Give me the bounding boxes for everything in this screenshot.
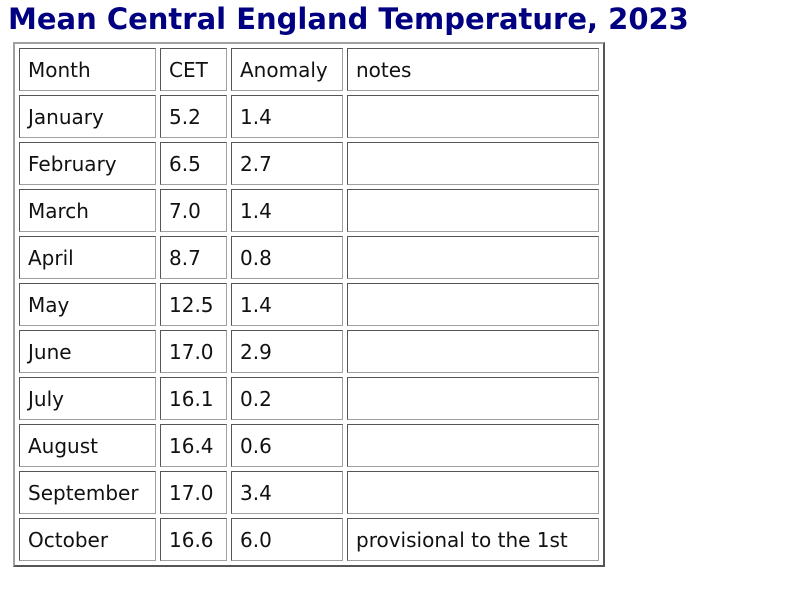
table-cell <box>347 142 599 185</box>
table-row: May 12.5 1.4 <box>19 283 599 326</box>
table-cell <box>347 95 599 138</box>
table-cell: 0.2 <box>231 377 343 420</box>
table-cell <box>347 424 599 467</box>
table-cell <box>347 330 599 373</box>
page-title: Mean Central England Temperature, 2023 <box>8 2 689 36</box>
header-cell: Month <box>19 48 156 91</box>
table-cell: 17.0 <box>160 330 227 373</box>
header-cell: CET <box>160 48 227 91</box>
table-cell: 2.7 <box>231 142 343 185</box>
table-cell: 16.4 <box>160 424 227 467</box>
table-cell: 1.4 <box>231 283 343 326</box>
table-row: March 7.0 1.4 <box>19 189 599 232</box>
table-cell: 5.2 <box>160 95 227 138</box>
table-row: February 6.5 2.7 <box>19 142 599 185</box>
table-cell: January <box>19 95 156 138</box>
table-row: April 8.7 0.8 <box>19 236 599 279</box>
table-row: October 16.6 6.0 provisional to the 1st <box>19 518 599 561</box>
table-cell <box>347 471 599 514</box>
table-cell: 2.9 <box>231 330 343 373</box>
table-cell: 8.7 <box>160 236 227 279</box>
table-cell: 6.5 <box>160 142 227 185</box>
table-row: July 16.1 0.2 <box>19 377 599 420</box>
table-cell: June <box>19 330 156 373</box>
table-cell: 1.4 <box>231 189 343 232</box>
table-cell: 16.1 <box>160 377 227 420</box>
table-cell: provisional to the 1st <box>347 518 599 561</box>
table-row: June 17.0 2.9 <box>19 330 599 373</box>
table-cell: October <box>19 518 156 561</box>
table-cell: 7.0 <box>160 189 227 232</box>
table-cell: 17.0 <box>160 471 227 514</box>
table-cell: February <box>19 142 156 185</box>
table-cell: 6.0 <box>231 518 343 561</box>
header-row: Month CET Anomaly notes <box>19 48 599 91</box>
table-cell: August <box>19 424 156 467</box>
table-cell: 3.4 <box>231 471 343 514</box>
table-cell <box>347 189 599 232</box>
table-row: September 17.0 3.4 <box>19 471 599 514</box>
table-cell: May <box>19 283 156 326</box>
table-cell: 12.5 <box>160 283 227 326</box>
table-cell: July <box>19 377 156 420</box>
table-cell: April <box>19 236 156 279</box>
table-row: August 16.4 0.6 <box>19 424 599 467</box>
header-cell: Anomaly <box>231 48 343 91</box>
table-cell <box>347 283 599 326</box>
table-body: Month CET Anomaly notes January 5.2 1.4 Februar… <box>19 48 599 561</box>
header-cell: notes <box>347 48 599 91</box>
table-cell: September <box>19 471 156 514</box>
table-cell <box>347 236 599 279</box>
table-cell <box>347 377 599 420</box>
table-cell: 1.4 <box>231 95 343 138</box>
table-row: January 5.2 1.4 <box>19 95 599 138</box>
table-cell: 0.6 <box>231 424 343 467</box>
temperature-table: Month CET Anomaly notes January 5.2 1.4 Februar… <box>13 42 605 567</box>
table-cell: 16.6 <box>160 518 227 561</box>
table-cell: 0.8 <box>231 236 343 279</box>
table-cell: March <box>19 189 156 232</box>
